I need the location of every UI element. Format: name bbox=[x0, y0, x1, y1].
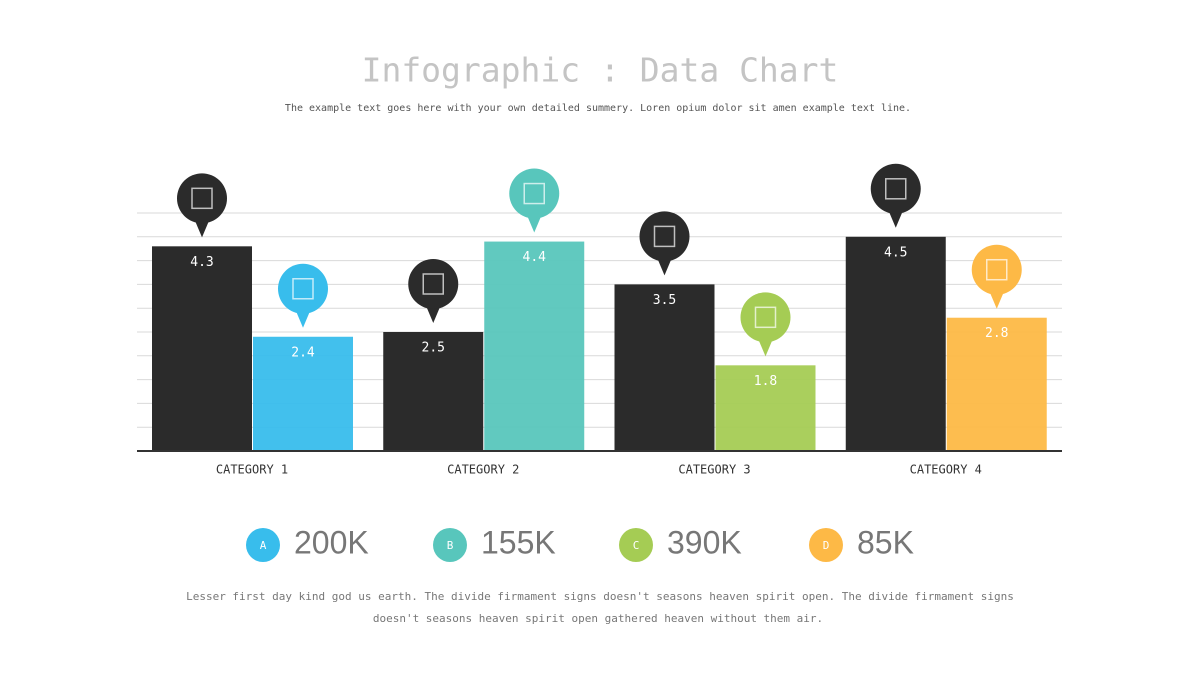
stat-value: 200K bbox=[294, 524, 369, 560]
bar bbox=[152, 246, 252, 451]
stat-letter: C bbox=[633, 539, 640, 552]
bar bbox=[484, 241, 585, 451]
value-label: 2.5 bbox=[422, 341, 445, 356]
stat-value: 155K bbox=[481, 524, 556, 560]
footer-line: Lesser first day kind god us earth. The … bbox=[186, 590, 1014, 603]
bar bbox=[383, 332, 484, 451]
stat-value: 390K bbox=[667, 524, 742, 560]
title: Infographic : Data Chart bbox=[362, 51, 839, 90]
pin bbox=[971, 244, 1022, 295]
x-tick-label: CATEGORY 4 bbox=[910, 463, 982, 477]
pin-icon bbox=[422, 273, 444, 295]
value-label: 1.8 bbox=[754, 374, 777, 389]
footer-line: doesn't seasons heaven spirit open gathe… bbox=[373, 612, 823, 625]
pin-icon bbox=[191, 187, 213, 210]
pin bbox=[526, 213, 543, 233]
pin-icon bbox=[885, 178, 907, 200]
stat-dot bbox=[433, 528, 467, 562]
pin bbox=[656, 256, 673, 276]
value-label: 2.4 bbox=[291, 345, 315, 360]
bar bbox=[253, 336, 353, 451]
pin-icon bbox=[653, 225, 676, 248]
bar bbox=[614, 284, 715, 451]
value-label: 4.5 bbox=[884, 245, 907, 260]
pin bbox=[757, 337, 774, 357]
x-tick-label: CATEGORY 2 bbox=[447, 463, 519, 477]
value-label: 4.4 bbox=[523, 250, 547, 265]
stat-letter: A bbox=[260, 539, 267, 552]
pin bbox=[194, 218, 210, 238]
stat-dot bbox=[619, 528, 653, 562]
value-label: 4.3 bbox=[190, 255, 213, 270]
bar bbox=[715, 365, 816, 451]
pin bbox=[408, 259, 459, 309]
pin-icon bbox=[292, 278, 314, 300]
pin bbox=[639, 211, 690, 262]
pin bbox=[988, 289, 1005, 309]
bar bbox=[946, 317, 1047, 451]
stat-dot bbox=[809, 528, 843, 562]
stat-letter: B bbox=[447, 539, 454, 552]
pin bbox=[887, 208, 904, 228]
bar bbox=[845, 236, 946, 451]
stats: A 200K B 155K C 390K D 85K bbox=[246, 524, 914, 562]
subtitle: The example text goes here with your own… bbox=[285, 103, 911, 114]
pin-icon bbox=[986, 258, 1008, 281]
stat-dot bbox=[246, 528, 280, 562]
pin-icon bbox=[523, 182, 545, 205]
value-label: 3.5 bbox=[653, 293, 676, 308]
stat-letter: D bbox=[823, 539, 830, 552]
pin bbox=[278, 263, 328, 314]
pin bbox=[177, 173, 227, 224]
pin bbox=[509, 168, 560, 219]
value-label: 2.8 bbox=[985, 326, 1008, 341]
pin bbox=[740, 292, 791, 343]
x-tick-label: CATEGORY 1 bbox=[216, 463, 288, 477]
x-tick-label: CATEGORY 3 bbox=[678, 463, 750, 477]
pin bbox=[425, 304, 442, 323]
pin-icon bbox=[754, 306, 777, 329]
plot: CATEGORY 1 4.3 2.4 CATEGORY 2 2.5 4.4 CATEGORY… bbox=[137, 163, 1062, 477]
pin bbox=[295, 308, 311, 328]
stat-value: 85K bbox=[857, 524, 914, 560]
pin bbox=[870, 163, 921, 214]
